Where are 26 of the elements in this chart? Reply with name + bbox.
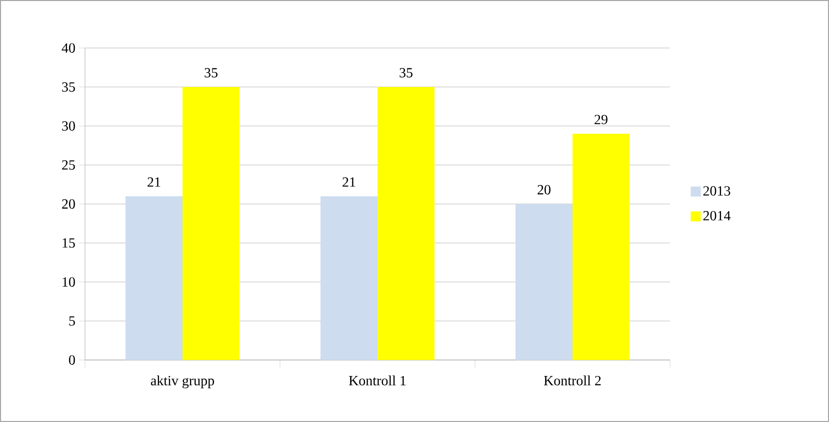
y-tick-label: 20	[62, 199, 75, 209]
y-tick-label: 40	[62, 43, 75, 53]
legend-label: 2014	[703, 210, 731, 220]
data-label: 21	[342, 177, 356, 187]
bar	[572, 134, 630, 360]
bar	[516, 204, 573, 360]
x-tick-label: aktiv grupp	[150, 376, 214, 388]
x-tick-label: Kontroll 2	[544, 376, 601, 386]
legend-label: 2013	[703, 186, 730, 196]
bar	[320, 196, 378, 360]
y-tick-label: 25	[62, 160, 75, 170]
data-label: 35	[400, 68, 412, 78]
y-tick-label: 15	[62, 238, 75, 248]
data-label: 20	[538, 185, 550, 194]
data-label: 29	[594, 114, 608, 124]
data-label: 35	[204, 68, 218, 78]
data-label: 21	[148, 177, 160, 187]
bar	[126, 196, 183, 360]
y-tick-label: 10	[62, 277, 75, 287]
bar	[182, 86, 240, 360]
y-tick-label: 0	[69, 355, 75, 365]
x-tick-label: Kontroll 1	[348, 376, 406, 386]
bar	[378, 86, 435, 360]
y-tick-label: 30	[62, 121, 75, 131]
y-tick-label: 35	[62, 82, 75, 92]
y-tick-label: 5	[69, 316, 75, 326]
